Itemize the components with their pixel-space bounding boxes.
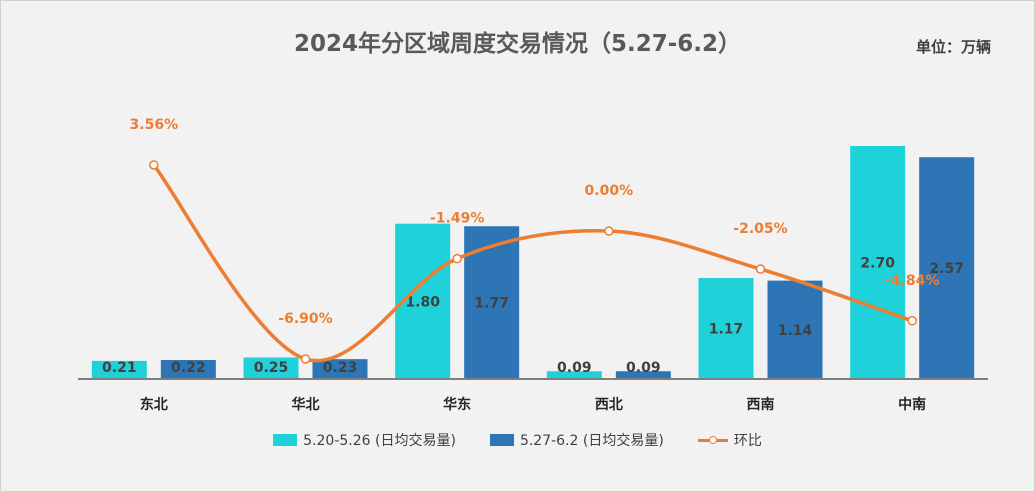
- line-marker-4: [755, 264, 766, 274]
- bar-value-label-series2-2: 1.77: [474, 296, 509, 312]
- bar-value-label-series2-4: 1.14: [778, 323, 813, 339]
- line-value-label-1: -6.90%: [278, 311, 332, 327]
- legend-swatch-series1: [273, 434, 298, 446]
- line-value-label-2: -1.49%: [430, 211, 484, 227]
- bar-value-label-series1-1: 0.25: [254, 360, 289, 376]
- x-tick-label-3: 西北: [595, 397, 623, 413]
- bar-value-label-series2-5: 2.57: [929, 261, 964, 277]
- line-value-label-3: 0.00%: [585, 183, 634, 199]
- line-marker-5: [907, 316, 917, 326]
- bar-series2-4: [767, 280, 823, 379]
- bar-series1-0: [91, 360, 147, 379]
- x-tick-label-4: 西南: [747, 396, 775, 413]
- bar-series2-1: [312, 359, 368, 379]
- series3-line: [152, 163, 913, 363]
- legend-label-series3: 环比: [733, 433, 762, 449]
- legend-item-series2: 5.27-6.2 (日均交易量): [489, 430, 664, 450]
- legend-swatch-line: [697, 434, 728, 446]
- bar-series1-1: [243, 357, 299, 379]
- x-tick-label-2: 华东: [443, 396, 471, 413]
- bar-series2-0: [160, 360, 216, 379]
- bar-value-label-series2-1: 0.23: [323, 360, 358, 376]
- legend-item-series1: 5.20-5.26 (日均交易量): [273, 430, 456, 450]
- bar-value-label-series1-5: 2.70: [860, 256, 895, 272]
- bar-value-label-series1-0: 0.21: [102, 360, 137, 376]
- legend-swatch-series2: [489, 434, 514, 446]
- bar-series2-5: [919, 157, 975, 379]
- line-marker-3: [604, 226, 614, 236]
- line-marker-2: [452, 253, 462, 264]
- legend-label-series2: 5.27-6.2 (日均交易量): [519, 433, 664, 449]
- chart-title: 2024年分区域周度交易情况（5.27-6.2）: [293, 31, 742, 57]
- bar-series1-3: [546, 371, 602, 379]
- x-tick-label-5: 中南: [898, 396, 926, 413]
- bar-value-label-series1-4: 1.17: [709, 322, 744, 338]
- line-value-label-0: 3.56%: [130, 117, 179, 133]
- legend-label-series1: 5.20-5.26 (日均交易量): [303, 433, 456, 449]
- legend: 5.20-5.26 (日均交易量) 5.27-6.2 (日均交易量) 环比: [0, 430, 1035, 450]
- bar-value-label-series1-2: 1.80: [405, 294, 440, 310]
- line-value-label-4: -2.05%: [733, 221, 787, 237]
- bar-series2-3: [615, 371, 671, 379]
- bar-value-label-series1-3: 0.09: [557, 360, 592, 376]
- x-tick-label-0: 东北: [140, 396, 168, 413]
- bar-value-label-series2-0: 0.22: [171, 360, 206, 376]
- line-marker-0: [149, 160, 159, 170]
- bar-value-label-series2-3: 0.09: [626, 360, 661, 376]
- line-marker-1: [300, 354, 311, 364]
- line-value-label-5: -4.84%: [885, 273, 939, 289]
- bar-series1-5: [850, 146, 906, 379]
- legend-item-series3: 环比: [697, 430, 762, 450]
- bar-series1-4: [698, 278, 754, 379]
- unit-label: 单位：万辆: [915, 38, 991, 56]
- x-tick-label-1: 华北: [292, 396, 320, 413]
